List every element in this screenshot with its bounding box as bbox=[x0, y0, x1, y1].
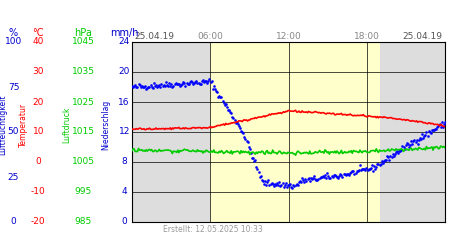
Text: 1035: 1035 bbox=[72, 68, 95, 76]
Text: 8: 8 bbox=[122, 158, 127, 166]
Text: hPa: hPa bbox=[74, 28, 92, 38]
Text: Temperatur: Temperatur bbox=[19, 103, 28, 147]
Text: 10: 10 bbox=[32, 128, 44, 136]
Text: 12: 12 bbox=[118, 128, 130, 136]
Text: %: % bbox=[9, 28, 18, 38]
Text: Luftdruck: Luftdruck bbox=[62, 107, 71, 143]
Text: 75: 75 bbox=[8, 82, 19, 92]
Text: °C: °C bbox=[32, 28, 44, 38]
Text: mm/h: mm/h bbox=[110, 28, 139, 38]
Text: 20: 20 bbox=[32, 98, 44, 106]
Text: 0: 0 bbox=[36, 158, 41, 166]
Text: -10: -10 bbox=[31, 188, 45, 196]
Text: 16: 16 bbox=[118, 98, 130, 106]
Text: 30: 30 bbox=[32, 68, 44, 76]
Text: 20: 20 bbox=[118, 68, 130, 76]
Text: -20: -20 bbox=[31, 218, 45, 226]
Text: 25.04.19: 25.04.19 bbox=[403, 32, 443, 41]
Text: 1005: 1005 bbox=[72, 158, 95, 166]
Bar bbox=[380, 42, 445, 222]
Text: Niederschlag: Niederschlag bbox=[102, 100, 111, 150]
Text: 25: 25 bbox=[8, 172, 19, 182]
Text: Erstellt: 12.05.2025 10:33: Erstellt: 12.05.2025 10:33 bbox=[163, 224, 263, 234]
Bar bbox=[210, 42, 380, 222]
Text: 100: 100 bbox=[5, 38, 22, 46]
Text: 25.04.19: 25.04.19 bbox=[134, 32, 174, 41]
Text: 995: 995 bbox=[75, 188, 92, 196]
Text: Luftfeuchtigkeit: Luftfeuchtigkeit bbox=[0, 95, 7, 155]
Text: 1025: 1025 bbox=[72, 98, 94, 106]
Text: 0: 0 bbox=[11, 218, 16, 226]
Text: 1045: 1045 bbox=[72, 38, 94, 46]
Text: 24: 24 bbox=[119, 38, 130, 46]
Text: 50: 50 bbox=[8, 128, 19, 136]
Text: 985: 985 bbox=[75, 218, 92, 226]
Bar bbox=[132, 42, 210, 222]
Text: 4: 4 bbox=[122, 188, 127, 196]
Text: 1015: 1015 bbox=[72, 128, 95, 136]
Text: 40: 40 bbox=[32, 38, 44, 46]
Text: 0: 0 bbox=[122, 218, 127, 226]
